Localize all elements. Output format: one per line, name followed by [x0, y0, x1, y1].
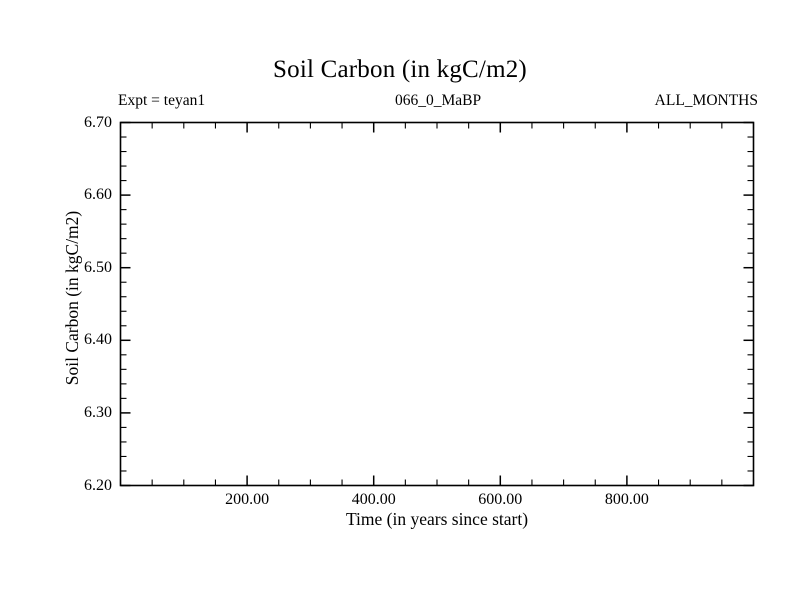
plot-frame	[119, 121, 755, 487]
y-tick-label: 6.20	[84, 476, 112, 494]
y-tick-label: 6.60	[84, 186, 112, 204]
subtitle-left-experiment: Expt = teyan1	[118, 92, 206, 109]
axis-ticks	[119, 121, 755, 487]
y-tick-label: 6.70	[84, 113, 112, 131]
subtitle-row: 066_0_MaBP Expt = teyan1 ALL_MONTHS	[118, 90, 758, 112]
x-axis-tick-labels: 200.00 400.00 600.00 800.00	[0, 492, 800, 512]
x-tick-label: 800.00	[604, 491, 649, 508]
x-tick-label: 400.00	[351, 491, 396, 508]
y-tick-label: 6.40	[84, 331, 112, 349]
subtitle-center: 066_0_MaBP	[394, 92, 482, 109]
y-tick-label: 6.30	[84, 403, 112, 421]
y-tick-label: 6.50	[84, 258, 112, 276]
y-axis-tick-labels: 6.20 6.30 6.40 6.50 6.60 6.70	[52, 0, 112, 600]
y-axis-title: Soil Carbon (in kgC/m2)	[62, 210, 82, 386]
x-tick-label: 200.00	[225, 491, 270, 508]
subtitle-right-months: ALL_MONTHS	[654, 92, 758, 109]
chart-title: Soil Carbon (in kgC/m2)	[273, 56, 527, 83]
x-tick-label: 600.00	[478, 491, 523, 508]
x-axis-title: Time (in years since start)	[345, 509, 529, 529]
